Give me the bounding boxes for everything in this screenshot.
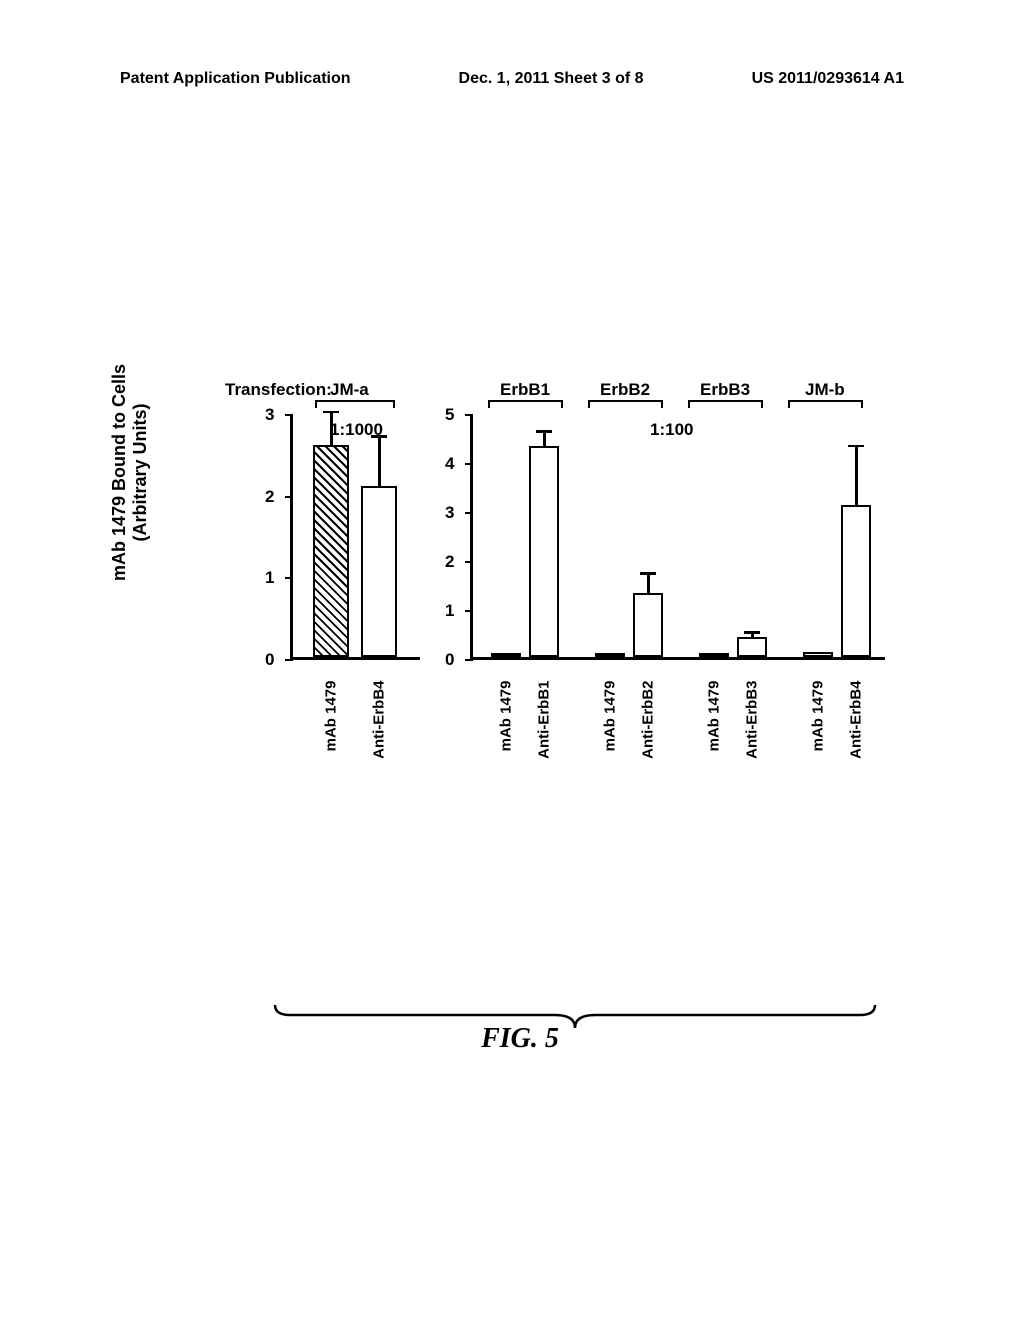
bar xyxy=(313,445,349,657)
bar xyxy=(699,653,729,657)
bar xyxy=(595,653,625,657)
y-tick xyxy=(285,414,293,416)
bar xyxy=(803,652,833,657)
error-cap xyxy=(371,435,387,438)
chart-right: 012345mAb 1479Anti-ErbB1mAb 1479Anti-Erb… xyxy=(470,415,885,660)
error-cap xyxy=(744,631,760,634)
y-tick xyxy=(465,512,473,514)
y-tick-label: 1 xyxy=(265,568,274,588)
group-bracket xyxy=(315,400,395,408)
error-bar xyxy=(855,446,858,505)
y-tick xyxy=(465,659,473,661)
y-tick-label: 2 xyxy=(445,552,454,572)
x-axis-label: Anti-ErbB3 xyxy=(744,681,761,761)
y-tick-label: 5 xyxy=(445,405,454,425)
y-tick-label: 3 xyxy=(445,503,454,523)
x-axis-label: Anti-ErbB4 xyxy=(371,681,388,761)
y-tick-label: 3 xyxy=(265,405,274,425)
y-tick-label: 0 xyxy=(265,650,274,670)
x-axis-label: mAb 1479 xyxy=(498,681,515,761)
y-tick xyxy=(285,496,293,498)
y-axis-label: mAb 1479 Bound to Cells (Arbitrary Units… xyxy=(109,364,151,581)
error-cap xyxy=(536,430,552,433)
transfection-label: Transfection: xyxy=(225,380,332,400)
x-axis-label: mAb 1479 xyxy=(602,681,619,761)
error-cap xyxy=(640,572,656,575)
error-bar xyxy=(378,437,381,486)
y-tick xyxy=(465,561,473,563)
bar xyxy=(529,446,559,657)
group-bracket xyxy=(588,400,663,408)
y-tick-label: 2 xyxy=(265,487,274,507)
y-tick xyxy=(285,577,293,579)
bar xyxy=(737,637,767,657)
x-axis-label: mAb 1479 xyxy=(323,681,340,761)
x-axis-label: Anti-ErbB4 xyxy=(848,681,865,761)
header-left: Patent Application Publication xyxy=(120,70,351,88)
group-bracket xyxy=(788,400,863,408)
x-axis-label: Anti-ErbB1 xyxy=(536,681,553,761)
chart-left: 0123mAb 1479Anti-ErbB4 xyxy=(290,415,420,660)
bar xyxy=(491,653,521,657)
bar xyxy=(633,593,663,657)
error-bar xyxy=(543,432,546,447)
group-header-jmb: JM-b xyxy=(805,380,845,400)
y-tick xyxy=(285,659,293,661)
x-axis-label: Anti-ErbB2 xyxy=(640,681,657,761)
error-cap xyxy=(323,411,339,414)
bar xyxy=(841,505,871,657)
error-bar xyxy=(330,412,333,445)
error-bar xyxy=(647,574,650,594)
figure-caption: FIG. 5 xyxy=(481,1023,559,1055)
y-tick xyxy=(465,463,473,465)
header-center: Dec. 1, 2011 Sheet 3 of 8 xyxy=(459,70,644,88)
group-header-erbb2: ErbB2 xyxy=(600,380,650,400)
x-axis-label: mAb 1479 xyxy=(706,681,723,761)
y-tick-label: 4 xyxy=(445,454,454,474)
y-tick-label: 1 xyxy=(445,601,454,621)
figure-5: Transfection: mAb 1479 Bound to Cells (A… xyxy=(160,380,880,880)
bottom-brace xyxy=(270,1000,880,1030)
y-tick-label: 0 xyxy=(445,650,454,670)
error-cap xyxy=(848,445,864,448)
header-right: US 2011/0293614 A1 xyxy=(752,70,904,88)
group-header-jma: JM-a xyxy=(330,380,369,400)
group-header-erbb1: ErbB1 xyxy=(500,380,550,400)
group-bracket xyxy=(688,400,763,408)
y-tick xyxy=(465,414,473,416)
y-tick xyxy=(465,610,473,612)
x-axis-label: mAb 1479 xyxy=(810,681,827,761)
group-bracket xyxy=(488,400,563,408)
page-header: Patent Application Publication Dec. 1, 2… xyxy=(0,70,1024,88)
bar xyxy=(361,486,397,658)
group-header-erbb3: ErbB3 xyxy=(700,380,750,400)
